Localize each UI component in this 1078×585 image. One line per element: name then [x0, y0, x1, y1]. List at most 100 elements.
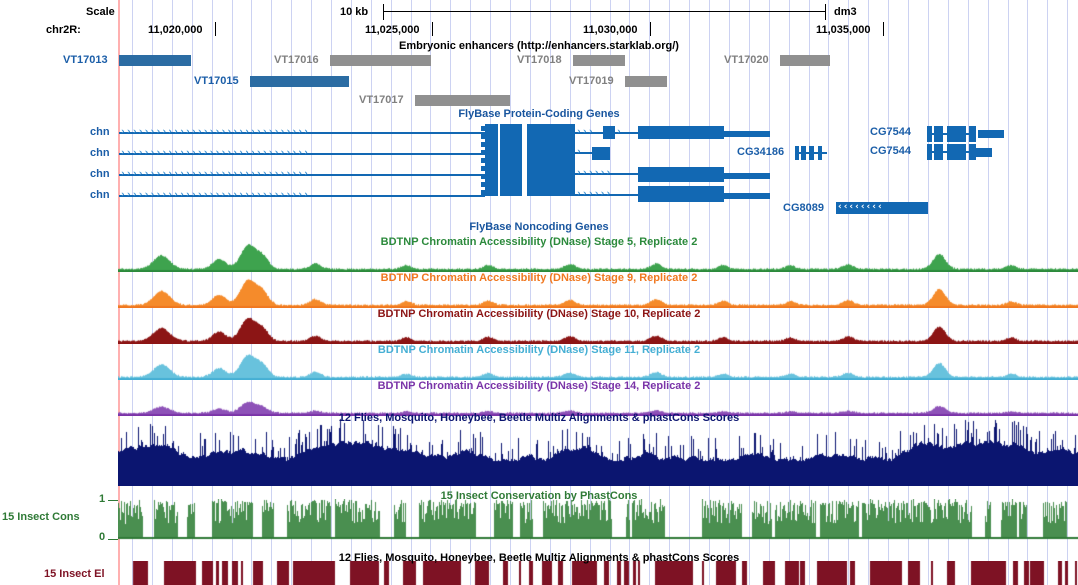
phastcons-axis-tick-max	[108, 500, 118, 501]
gene-exon[interactable]	[638, 173, 770, 179]
dnase-stage9-wiggle[interactable]	[118, 276, 1078, 308]
enhancer-label: VT17013	[63, 54, 108, 66]
enhancer-bar[interactable]	[250, 76, 349, 87]
track-title-phastcons: 15 Insect Conservation by PhastCons	[440, 490, 638, 502]
gene-exon[interactable]	[527, 124, 575, 196]
gene-exon[interactable]	[481, 158, 486, 163]
gene-exon[interactable]	[818, 146, 822, 160]
assembly-label: dm3	[834, 6, 857, 18]
scale-bar-label: 10 kb	[340, 6, 369, 18]
gene-exon[interactable]	[481, 142, 486, 147]
dnase-stage11-wiggle[interactable]	[118, 348, 1078, 380]
insect-elements-track[interactable]	[118, 561, 1078, 585]
gene-exon[interactable]	[969, 126, 976, 142]
gene-exon[interactable]	[934, 144, 943, 160]
gene-intron-line	[119, 195, 485, 197]
enhancer-label: VT17015	[194, 75, 239, 87]
gene-label-cg34186: CG34186	[737, 146, 785, 158]
gene-exon[interactable]	[976, 148, 992, 157]
gene-exon[interactable]	[481, 126, 486, 131]
track-title-flybase-noncoding: FlyBase Noncoding Genes	[469, 221, 609, 233]
gene-intron-line	[119, 153, 485, 155]
gene-strand-arrow: ›››	[577, 128, 595, 137]
gene-strand-arrow: ››››››	[577, 169, 613, 178]
gene-strand-arrow: ›	[577, 148, 583, 157]
gene-intron-line	[575, 173, 643, 175]
track-title-dnase-stage10: BDTNP Chromatin Accessibility (DNase) St…	[377, 308, 701, 320]
gene-intron-line	[575, 152, 593, 154]
enhancer-bar[interactable]	[625, 76, 667, 87]
track-title-dnase-stage14: BDTNP Chromatin Accessibility (DNase) St…	[377, 380, 701, 392]
ruler-tick-label: 11,020,000	[148, 24, 203, 36]
gene-strand-arrow: ‹‹‹‹‹‹‹‹	[838, 203, 884, 212]
enhancer-bar[interactable]	[573, 55, 625, 66]
dnase-stage5-wiggle[interactable]	[118, 240, 1078, 272]
gene-exon[interactable]	[927, 126, 932, 142]
gene-exon[interactable]	[603, 126, 615, 139]
gene-exon[interactable]	[934, 126, 943, 142]
track-title-enhancers: Embryonic enhancers (http://enhancers.st…	[399, 40, 679, 52]
gene-label-cg8089: CG8089	[783, 202, 824, 214]
gene-exon[interactable]	[638, 131, 770, 137]
gene-exon[interactable]	[795, 146, 799, 160]
gene-intron-line	[575, 194, 643, 196]
gene-strand-arrow: ››››››››››››››››››››››››››››››››	[121, 191, 311, 200]
gene-exon[interactable]	[947, 126, 966, 142]
gene-exon[interactable]	[969, 144, 976, 160]
track-title-multiz-top: 12 Flies, Mosquito, Honeybee, Beetle Mul…	[338, 412, 740, 424]
gene-exon[interactable]	[836, 202, 928, 214]
track-title-dnase-stage9: BDTNP Chromatin Accessibility (DNase) St…	[380, 272, 698, 284]
enhancer-bar[interactable]	[119, 55, 191, 66]
enhancer-label: VT17018	[517, 54, 562, 66]
scale-bar-left-tick	[383, 4, 384, 20]
gene-exon[interactable]	[927, 144, 932, 160]
gene-strand-arrow: ››››››››››››››››››››››››››››››››	[121, 170, 311, 179]
ruler-tick-label: 11,025,000	[365, 24, 420, 36]
gene-exon[interactable]	[592, 147, 610, 160]
ruler-tick-label: 11,030,000	[583, 24, 638, 36]
gene-exon[interactable]	[481, 190, 486, 195]
enhancer-label: VT17020	[724, 54, 769, 66]
phastcons-wiggle[interactable]	[118, 499, 1078, 540]
chrom-label: chr2R:	[46, 24, 81, 36]
gene-exon[interactable]	[481, 134, 486, 139]
gene-exon[interactable]	[481, 174, 486, 179]
ruler-tick-mark	[215, 22, 216, 36]
gene-exon[interactable]	[801, 146, 806, 160]
track-title-dnase-stage11: BDTNP Chromatin Accessibility (DNase) St…	[377, 344, 701, 356]
enhancer-bar[interactable]	[330, 55, 431, 66]
gene-intron-line	[119, 174, 485, 176]
gene-label-chn: chn	[90, 147, 110, 159]
enhancer-label: VT17016	[274, 54, 319, 66]
track-title-multiz-bottom: 12 Flies, Mosquito, Honeybee, Beetle Mul…	[338, 552, 740, 564]
gene-exon[interactable]	[638, 193, 770, 199]
gene-exon[interactable]	[485, 124, 498, 196]
phastcons-axis-min: 0	[99, 531, 106, 543]
multiz-top-wiggle[interactable]	[118, 414, 1078, 486]
enhancer-bar[interactable]	[415, 95, 510, 106]
gene-intron-line	[575, 132, 613, 134]
ruler-tick-label: 11,035,000	[816, 24, 871, 36]
gene-exon[interactable]	[481, 166, 486, 171]
gene-exon[interactable]	[947, 144, 966, 160]
gene-exon[interactable]	[500, 124, 522, 196]
ruler-tick-mark	[650, 22, 651, 36]
enhancer-bar[interactable]	[780, 55, 830, 66]
gene-strand-arrow: ›	[617, 128, 623, 137]
gene-strand-arrow: ››››››››››››››››››››››››››››››››	[121, 149, 311, 158]
ruler-tick-mark	[883, 22, 884, 36]
dnase-stage14-wiggle[interactable]	[118, 384, 1078, 416]
gene-strand-arrow: ››››››	[577, 190, 613, 199]
gene-exon[interactable]	[978, 130, 1004, 138]
gene-exon[interactable]	[481, 182, 486, 187]
dnase-stage10-wiggle[interactable]	[118, 312, 1078, 344]
scale-bar-right-tick	[825, 4, 826, 20]
gene-intron-line	[119, 132, 485, 134]
side-label-insect-cons: 15 Insect Cons	[2, 511, 80, 523]
scale-bar-line	[383, 11, 826, 12]
gene-exon[interactable]	[481, 150, 486, 155]
gene-intron-line	[615, 132, 638, 134]
gene-strand-arrow: ››››››››››››››››››››››››››››››››	[121, 128, 311, 137]
gene-exon[interactable]	[809, 146, 814, 160]
